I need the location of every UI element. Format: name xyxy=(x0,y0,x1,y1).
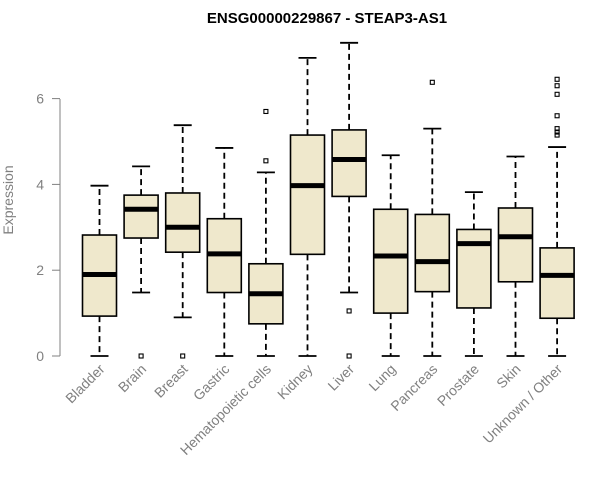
outlier-point xyxy=(554,76,560,82)
box-brain xyxy=(123,165,159,359)
x-tick-label: Kidney xyxy=(274,361,316,403)
box-kidney xyxy=(289,56,326,357)
y-tick-label: 6 xyxy=(36,91,44,107)
iqr-box xyxy=(372,208,409,314)
box-breast xyxy=(164,124,201,359)
outlier-point xyxy=(346,353,352,359)
iqr-box xyxy=(123,194,159,239)
x-tick-label: Unknown / Other xyxy=(480,361,566,447)
x-tick-label: Breast xyxy=(151,361,191,401)
x-tick-label: Skin xyxy=(493,361,524,392)
y-tick-label: 4 xyxy=(36,176,44,192)
outlier-point xyxy=(554,91,560,97)
box-lung xyxy=(372,154,409,357)
outlier-point xyxy=(554,113,560,119)
x-tick-label: Liver xyxy=(324,361,357,394)
iqr-box xyxy=(164,192,201,253)
outlier-point xyxy=(263,108,269,115)
box-prostate xyxy=(456,191,492,357)
outlier-point xyxy=(346,308,352,314)
box-gastric xyxy=(206,147,243,357)
iqr-box xyxy=(539,247,575,320)
outlier-point xyxy=(263,158,269,164)
iqr-box xyxy=(497,207,534,283)
box-liver xyxy=(331,41,367,359)
x-tick-label: Brain xyxy=(115,361,149,395)
x-tick-label: Prostate xyxy=(434,361,482,409)
box-series xyxy=(81,41,575,359)
iqr-box xyxy=(289,134,326,256)
outlier-point xyxy=(554,126,560,132)
outlier-point xyxy=(554,132,560,138)
box-bladder xyxy=(81,184,118,357)
x-tick-label: Lung xyxy=(365,361,398,394)
iqr-box xyxy=(331,129,367,198)
outlier-point xyxy=(554,83,560,89)
chart-title: ENSG00000229867 - STEAP3-AS1 xyxy=(207,10,447,27)
outlier-point xyxy=(180,353,186,359)
y-axis-label: Expression xyxy=(0,165,16,234)
outlier-point xyxy=(429,79,435,85)
outlier-point xyxy=(554,129,560,135)
iqr-box xyxy=(414,213,451,293)
x-tick-label: Bladder xyxy=(62,361,108,407)
outlier-point xyxy=(138,353,144,359)
y-tick-label: 0 xyxy=(36,348,44,364)
y-tick-label: 2 xyxy=(36,262,44,278)
box-hematopoietic-cells xyxy=(248,108,284,357)
box-unknown-other xyxy=(539,76,575,357)
y-axis-ticks: 0 2 4 6 xyxy=(36,91,60,364)
box-skin xyxy=(497,155,534,357)
box-pancreas xyxy=(414,79,451,357)
